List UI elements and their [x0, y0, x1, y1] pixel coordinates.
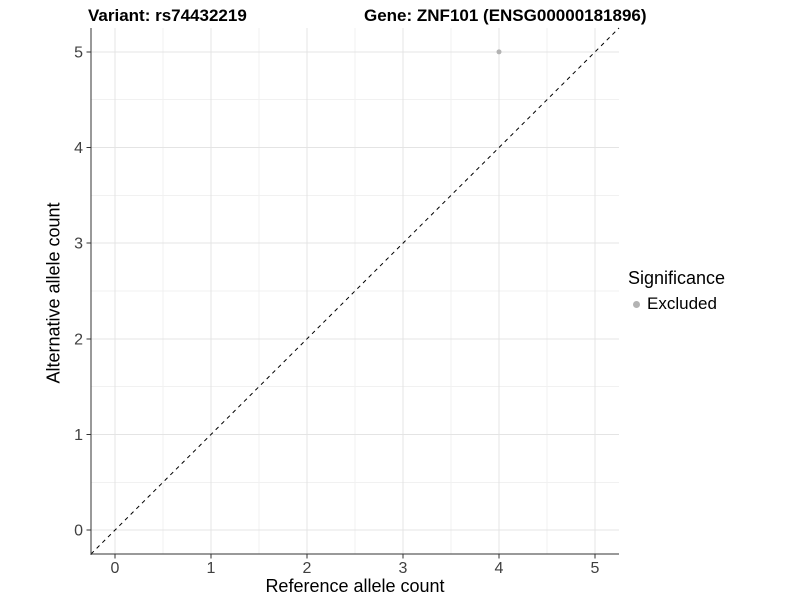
- y-tick-label: 5: [74, 44, 83, 61]
- x-tick-label: 5: [591, 560, 600, 577]
- data-point: [496, 49, 502, 55]
- x-tick-label: 4: [495, 560, 504, 577]
- y-tick-label: 0: [74, 523, 83, 540]
- x-tick-label: 2: [303, 560, 312, 577]
- x-tick-label: 3: [399, 560, 408, 577]
- legend: Significance Excluded: [628, 268, 725, 314]
- x-tick-label: 1: [207, 560, 216, 577]
- y-tick-label: 1: [74, 427, 83, 444]
- y-tick-label: 3: [74, 236, 83, 253]
- x-axis-title: Reference allele count: [265, 576, 445, 596]
- y-tick-label: 2: [74, 331, 83, 348]
- legend-item-excluded: Excluded: [628, 294, 725, 314]
- legend-item-label: Excluded: [647, 294, 717, 313]
- legend-key-dot-icon: [633, 300, 640, 308]
- plot-title-gene: Gene: ZNF101 (ENSG00000181896): [364, 6, 647, 25]
- y-tick-label: 4: [74, 140, 83, 157]
- x-tick-label: 0: [111, 560, 120, 577]
- legend-title: Significance: [628, 268, 726, 288]
- y-axis-title: Alternative allele count: [43, 202, 64, 384]
- plot-title-variant: Variant: rs74432219: [88, 6, 247, 25]
